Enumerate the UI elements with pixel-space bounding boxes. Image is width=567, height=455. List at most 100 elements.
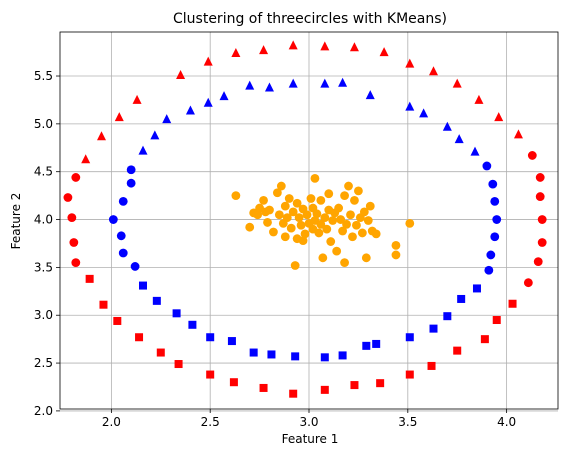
data-point [340,191,349,201]
data-point [342,219,351,229]
data-point [359,207,369,217]
data-point [320,41,330,51]
data-point [318,253,328,263]
data-point [300,229,310,239]
data-point [494,112,504,122]
data-point [85,274,94,283]
y-tick-label: 3.5 [34,260,53,274]
data-point [320,78,330,88]
data-point [338,226,347,236]
data-point [229,378,238,387]
data-point [344,181,353,191]
data-point [206,333,215,342]
data-point [206,370,215,379]
data-point [310,173,320,183]
data-point [126,178,136,188]
data-point [527,151,537,160]
data-point [320,353,329,362]
data-point [63,193,73,202]
data-point [81,154,91,164]
y-tick-label: 5.0 [34,117,53,131]
data-point [508,299,517,308]
data-point [391,250,401,260]
data-point [350,381,359,390]
x-tick-label: 2.5 [201,415,220,429]
data-point [284,194,294,203]
data-point [523,278,533,288]
data-point [265,205,274,215]
data-point [130,262,140,271]
data-point [363,216,373,225]
data-point [340,258,349,268]
data-point [272,188,282,198]
series-0 [81,40,523,164]
data-point [322,224,332,234]
data-point [316,196,326,205]
data-point [259,45,269,55]
data-point [126,165,136,175]
data-point [537,215,547,224]
data-point [352,220,361,230]
data-point [472,284,481,293]
data-point [405,370,414,379]
data-point [427,361,436,370]
data-point [361,253,371,263]
data-point [253,210,263,220]
data-point [314,228,324,238]
data-point [429,324,438,333]
data-point [269,227,278,237]
data-point [405,218,415,228]
data-point [118,196,128,206]
data-point [405,101,415,111]
y-tick-label: 2.5 [34,356,53,370]
data-point [535,192,545,201]
data-point [294,213,304,223]
data-point [405,333,414,342]
data-point [152,296,161,305]
data-point [357,228,367,238]
data-point [156,348,165,357]
data-point [306,194,316,203]
data-point [453,346,462,355]
data-point [338,77,348,87]
data-point [114,112,124,122]
x-tick-label: 3.0 [299,415,318,429]
data-point [470,146,480,156]
data-point [302,210,312,220]
x-axis-label: Feature 1 [282,432,339,446]
data-point [259,383,268,392]
data-point [231,48,241,58]
data-point [288,40,298,50]
data-point [286,223,296,233]
data-point [348,232,357,242]
data-point [290,261,300,270]
data-point [365,201,375,211]
data-point [291,352,300,361]
y-tick-label: 2.0 [34,404,53,418]
series-4 [108,161,502,275]
chart-title: Clustering of threecircles with KMeans) [173,11,447,27]
data-point [259,196,268,205]
data-point [188,320,197,329]
data-point [419,108,429,118]
data-point [274,210,284,220]
data-point [219,91,229,101]
data-point [132,94,142,104]
data-point [292,198,302,208]
data-point [429,66,438,76]
data-point [176,70,186,80]
data-point [349,42,359,52]
data-point [69,238,79,247]
data-point [482,161,492,171]
data-point [288,78,298,88]
data-point [326,237,336,246]
data-point [174,360,183,369]
data-point [474,94,484,104]
data-point [365,90,375,100]
x-tick-label: 2.0 [102,415,121,429]
data-point [280,232,290,242]
data-point [99,300,108,309]
data-point [513,129,523,139]
data-point [442,121,452,131]
data-point [372,339,381,348]
